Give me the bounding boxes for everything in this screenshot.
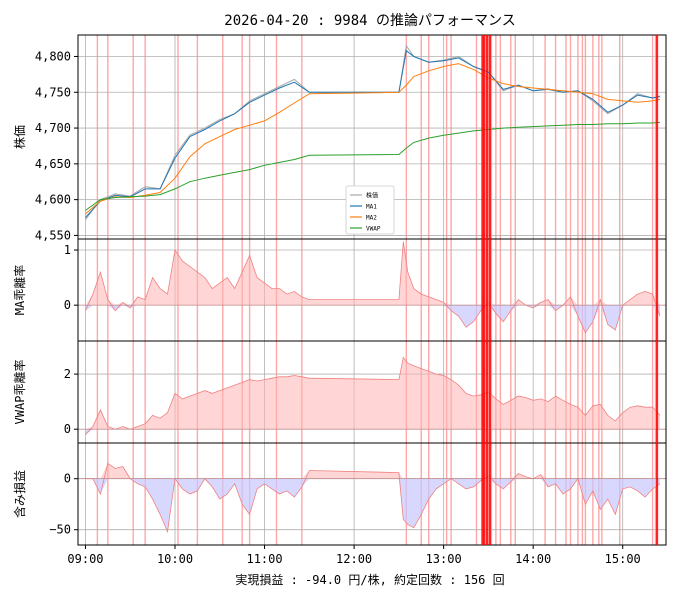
- x-tick-label: 14:00: [515, 552, 551, 566]
- chart-panels: 4,5504,6004,6504,7004,7504,800株価株価MA1MA2…: [12, 35, 666, 566]
- legend-entry: MA2: [366, 215, 377, 222]
- legend-entry: 株価: [366, 192, 378, 200]
- y-axis-label: MA乖離率: [12, 265, 27, 315]
- y-axis-label: 株価: [12, 125, 27, 149]
- y-axis-label: VWAP乖離率: [12, 360, 27, 425]
- legend-entry: VWAP: [366, 226, 381, 233]
- panel-1: 4,5504,6004,6504,7004,7504,800株価株価MA1MA2…: [12, 35, 666, 242]
- positive-area: [85, 358, 660, 430]
- y-tick-label: 1: [64, 243, 71, 257]
- x-tick-label: 12:00: [336, 552, 372, 566]
- chart-xlabel: 実現損益 : -94.0 円/株, 約定回数 : 156 回: [235, 572, 504, 587]
- y-axis-label: 含み損益: [12, 470, 27, 518]
- y-tick-label: 4,600: [35, 193, 71, 207]
- x-tick-label: 10:00: [157, 552, 193, 566]
- y-tick-label: 4,800: [35, 49, 71, 63]
- y-tick-label: 2: [64, 367, 71, 381]
- panel-2: 0 1 MA乖離率: [12, 239, 666, 341]
- legend-entry: MA1: [366, 204, 377, 211]
- positive-area: [85, 242, 660, 305]
- y-tick-label: 0: [64, 472, 71, 486]
- y-tick-label: 4,700: [35, 121, 71, 135]
- x-tick-label: 09:00: [67, 552, 103, 566]
- panel-3: 0 2 VWAP乖離率: [12, 341, 666, 443]
- y-tick-label: 0: [64, 422, 71, 436]
- negative-area: [85, 305, 660, 333]
- x-tick-label: 13:00: [426, 552, 462, 566]
- chart-title: 2026-04-20 : 9984 の推論パフォーマンス: [224, 13, 515, 29]
- y-tick-label: 4,650: [35, 157, 71, 171]
- y-tick-label: 4,750: [35, 85, 71, 99]
- y-tick-label: 0: [64, 298, 71, 312]
- panel-4: −50 0 含み損益: [12, 443, 666, 545]
- x-tick-label: 15:00: [605, 552, 641, 566]
- negative-area: [85, 429, 660, 435]
- positive-area: [85, 463, 660, 478]
- y-tick-label: 4,550: [35, 228, 71, 242]
- x-tick-label: 11:00: [246, 552, 282, 566]
- chart-legend: 株価 MA1 MA2 VWAP: [346, 186, 394, 234]
- y-tick-label: −50: [49, 523, 71, 537]
